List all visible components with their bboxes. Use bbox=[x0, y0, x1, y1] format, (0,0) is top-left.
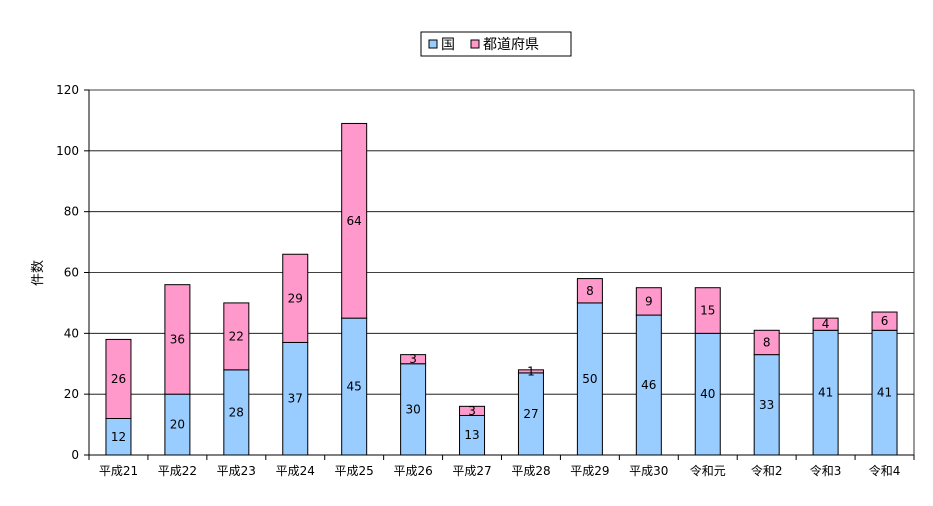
data-label: 22 bbox=[229, 329, 244, 343]
data-label: 4 bbox=[822, 317, 830, 331]
y-tick-label: 100 bbox=[56, 144, 79, 158]
bar-kuni bbox=[635, 314, 662, 456]
data-label: 9 bbox=[645, 294, 653, 308]
data-label: 13 bbox=[464, 428, 479, 442]
y-tick-label: 40 bbox=[64, 326, 79, 340]
bar-todofuken bbox=[400, 354, 427, 365]
bar-kuni bbox=[871, 329, 898, 456]
bar-todofuken bbox=[753, 329, 780, 356]
legend-swatch bbox=[428, 39, 438, 49]
data-label: 45 bbox=[347, 380, 362, 394]
data-label: 64 bbox=[347, 214, 362, 228]
legend-label: 都道府県 bbox=[483, 37, 539, 53]
data-label: 20 bbox=[170, 418, 185, 432]
bar-todofuken bbox=[871, 311, 898, 331]
legend: 国 都道府県 bbox=[420, 31, 572, 57]
x-tick-label: 令和4 bbox=[869, 463, 901, 478]
data-label: 37 bbox=[288, 392, 303, 406]
bar-kuni bbox=[694, 332, 721, 456]
legend-swatch bbox=[470, 39, 480, 49]
bar-todofuken bbox=[694, 287, 721, 334]
data-label: 41 bbox=[877, 386, 892, 400]
x-tick-label: 平成29 bbox=[570, 464, 609, 478]
data-label: 8 bbox=[763, 335, 771, 349]
data-label: 26 bbox=[111, 372, 126, 386]
x-tick-label: 平成21 bbox=[99, 464, 138, 478]
data-label: 40 bbox=[700, 387, 715, 401]
data-label: 3 bbox=[409, 352, 417, 366]
data-label: 41 bbox=[818, 386, 833, 400]
x-tick-label: 令和3 bbox=[810, 463, 842, 478]
data-label: 15 bbox=[700, 304, 715, 318]
data-label: 27 bbox=[523, 407, 538, 421]
x-tick-label: 平成28 bbox=[511, 464, 550, 478]
y-tick-label: 0 bbox=[71, 448, 79, 462]
bar-todofuken bbox=[341, 122, 368, 319]
legend-label: 国 bbox=[441, 37, 455, 53]
bar-todofuken bbox=[164, 284, 191, 395]
legend-box bbox=[420, 31, 572, 57]
bar-kuni bbox=[282, 341, 309, 456]
data-label: 30 bbox=[405, 402, 420, 416]
x-tick-label: 平成25 bbox=[335, 464, 374, 478]
bar-todofuken bbox=[459, 405, 486, 416]
data-label: 46 bbox=[641, 378, 656, 392]
y-tick-label: 80 bbox=[64, 205, 79, 219]
x-tick-label: 平成22 bbox=[158, 464, 197, 478]
bar-kuni bbox=[223, 369, 250, 456]
data-label: 12 bbox=[111, 430, 126, 444]
bar-kuni bbox=[400, 363, 427, 456]
bar-todofuken bbox=[812, 317, 839, 331]
y-axis-label: 件数 bbox=[31, 260, 46, 286]
bar-todofuken bbox=[517, 369, 544, 374]
bar-todofuken bbox=[282, 253, 309, 343]
gridlines bbox=[89, 89, 915, 455]
x-tick-label: 平成26 bbox=[393, 464, 432, 478]
x-tick-label: 平成30 bbox=[629, 464, 668, 478]
x-tick-label: 平成27 bbox=[452, 464, 491, 478]
data-label: 50 bbox=[582, 372, 597, 386]
bar-todofuken bbox=[635, 287, 662, 316]
bar-todofuken bbox=[576, 278, 603, 304]
data-label: 33 bbox=[759, 398, 774, 412]
axes bbox=[84, 89, 915, 460]
x-tick-label: 平成24 bbox=[276, 464, 315, 478]
y-tick-label: 120 bbox=[56, 83, 79, 97]
x-tick-label: 平成23 bbox=[217, 464, 256, 478]
x-tick-labels: 平成21 平成22 平成23 平成24 平成25 平成26 平成27 平成28 平成29 平成30… bbox=[99, 463, 901, 478]
bar-kuni bbox=[812, 329, 839, 456]
data-label: 6 bbox=[881, 314, 889, 328]
data-label: 28 bbox=[229, 405, 244, 419]
x-tick-label: 令和元 bbox=[690, 463, 726, 478]
bar-kuni bbox=[517, 372, 544, 456]
data-label: 36 bbox=[170, 332, 185, 346]
x-tick-label: 令和2 bbox=[751, 463, 783, 478]
data-label: 1 bbox=[527, 364, 535, 378]
y-tick-labels: 0 20 40 60 80 100 120 bbox=[56, 83, 79, 462]
y-tick-label: 20 bbox=[64, 387, 79, 401]
data-label: 29 bbox=[288, 291, 303, 305]
data-label: 8 bbox=[586, 284, 594, 298]
bar-kuni bbox=[164, 393, 191, 456]
y-tick-label: 60 bbox=[64, 266, 79, 280]
bar-todofuken bbox=[223, 302, 250, 371]
data-label: 3 bbox=[468, 404, 476, 418]
bar-todofuken bbox=[105, 338, 132, 419]
